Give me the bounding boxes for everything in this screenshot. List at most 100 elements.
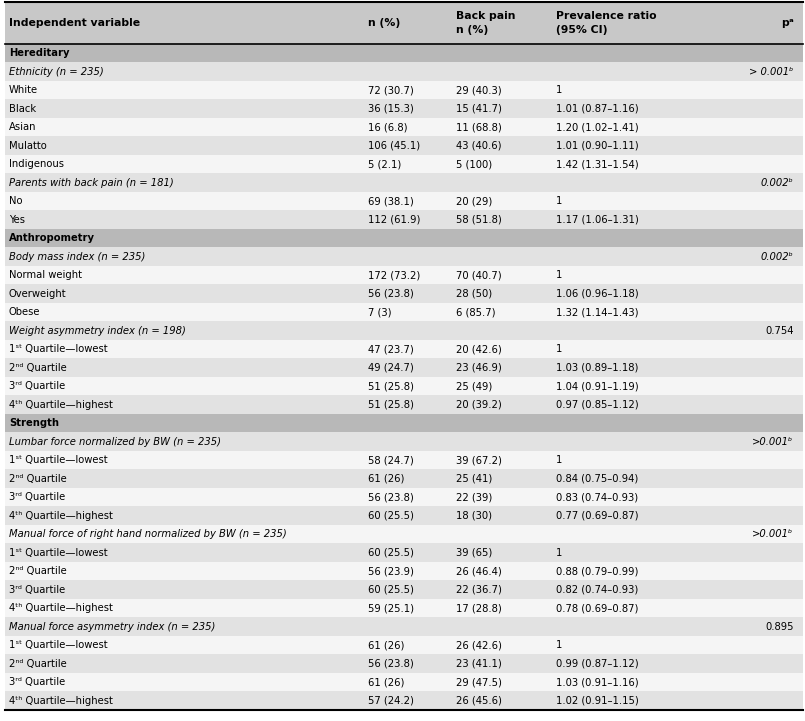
Text: Overweight: Overweight — [9, 288, 67, 298]
Text: n (%): n (%) — [368, 18, 400, 28]
Text: 1.03 (0.91–1.16): 1.03 (0.91–1.16) — [555, 677, 638, 687]
Bar — [5, 525, 803, 544]
Text: 4ᵗʰ Quartile—highest: 4ᵗʰ Quartile—highest — [9, 696, 113, 706]
Bar — [5, 617, 803, 636]
Text: 49 (24.7): 49 (24.7) — [368, 363, 414, 373]
Text: 4ᵗʰ Quartile—highest: 4ᵗʰ Quartile—highest — [9, 603, 113, 614]
Bar — [5, 396, 803, 414]
Text: Asian: Asian — [9, 123, 36, 132]
Text: 3ʳᵈ Quartile: 3ʳᵈ Quartile — [9, 677, 65, 687]
Text: 56 (23.8): 56 (23.8) — [368, 288, 414, 298]
Text: 47 (23.7): 47 (23.7) — [368, 344, 414, 354]
Text: 28 (50): 28 (50) — [456, 288, 492, 298]
Text: 0.88 (0.79–0.99): 0.88 (0.79–0.99) — [555, 566, 638, 576]
Bar — [5, 636, 803, 655]
Text: 2ⁿᵈ Quartile: 2ⁿᵈ Quartile — [9, 566, 67, 576]
Text: Ethnicity (n = 235): Ethnicity (n = 235) — [9, 67, 104, 76]
Text: 72 (30.7): 72 (30.7) — [368, 85, 414, 95]
Text: 1: 1 — [555, 344, 562, 354]
Text: 29 (47.5): 29 (47.5) — [456, 677, 502, 687]
Text: 22 (36.7): 22 (36.7) — [456, 585, 502, 595]
Text: Weight asymmetry index (n = 198): Weight asymmetry index (n = 198) — [9, 326, 186, 336]
Text: 60 (25.5): 60 (25.5) — [368, 510, 414, 521]
Text: 56 (23.8): 56 (23.8) — [368, 659, 414, 669]
Text: 1.17 (1.06–1.31): 1.17 (1.06–1.31) — [555, 215, 638, 225]
Text: 60 (25.5): 60 (25.5) — [368, 585, 414, 595]
Text: 36 (15.3): 36 (15.3) — [368, 104, 414, 114]
Text: 3ʳᵈ Quartile: 3ʳᵈ Quartile — [9, 381, 65, 392]
Text: 11 (68.8): 11 (68.8) — [456, 123, 502, 132]
Bar — [5, 655, 803, 673]
Text: Black: Black — [9, 104, 36, 114]
Text: 16 (6.8): 16 (6.8) — [368, 123, 407, 132]
Text: 0.77 (0.69–0.87): 0.77 (0.69–0.87) — [555, 510, 638, 521]
Text: 2ⁿᵈ Quartile: 2ⁿᵈ Quartile — [9, 474, 67, 484]
Text: 5 (2.1): 5 (2.1) — [368, 159, 402, 169]
Bar — [5, 506, 803, 525]
Text: 69 (38.1): 69 (38.1) — [368, 196, 414, 206]
Text: 25 (49): 25 (49) — [456, 381, 492, 392]
Text: 23 (46.9): 23 (46.9) — [456, 363, 502, 373]
Text: 1.06 (0.96–1.18): 1.06 (0.96–1.18) — [555, 288, 638, 298]
Bar — [5, 322, 803, 340]
Text: 51 (25.8): 51 (25.8) — [368, 381, 414, 392]
Bar — [5, 580, 803, 599]
Text: Independent variable: Independent variable — [9, 18, 140, 28]
Text: 22 (39): 22 (39) — [456, 492, 492, 503]
Text: 70 (40.7): 70 (40.7) — [456, 270, 502, 280]
Text: 0.78 (0.69–0.87): 0.78 (0.69–0.87) — [555, 603, 638, 614]
Text: 1: 1 — [555, 85, 562, 95]
Bar — [5, 81, 803, 99]
Text: 4ᵗʰ Quartile—highest: 4ᵗʰ Quartile—highest — [9, 399, 113, 410]
Text: 1ˢᵗ Quartile—lowest: 1ˢᵗ Quartile—lowest — [9, 640, 108, 650]
Text: 20 (29): 20 (29) — [456, 196, 492, 206]
Text: 5 (100): 5 (100) — [456, 159, 492, 169]
Text: 0.97 (0.85–1.12): 0.97 (0.85–1.12) — [555, 399, 638, 410]
Bar — [5, 174, 803, 192]
Text: Manual force of right hand normalized by BW (n = 235): Manual force of right hand normalized by… — [9, 529, 287, 539]
Bar — [5, 377, 803, 396]
Bar — [5, 247, 803, 266]
Text: 61 (26): 61 (26) — [368, 677, 404, 687]
Text: 61 (26): 61 (26) — [368, 640, 404, 650]
Text: 4ᵗʰ Quartile—highest: 4ᵗʰ Quartile—highest — [9, 510, 113, 521]
Text: 57 (24.2): 57 (24.2) — [368, 696, 414, 706]
Text: 61 (26): 61 (26) — [368, 474, 404, 484]
Text: Hereditary: Hereditary — [9, 48, 69, 58]
Text: No: No — [9, 196, 23, 206]
Text: 7 (3): 7 (3) — [368, 307, 391, 317]
Text: 1.42 (1.31–1.54): 1.42 (1.31–1.54) — [555, 159, 638, 169]
Text: 56 (23.8): 56 (23.8) — [368, 492, 414, 503]
Text: 0.82 (0.74–0.93): 0.82 (0.74–0.93) — [555, 585, 638, 595]
Text: 43 (40.6): 43 (40.6) — [456, 141, 502, 151]
Text: 1.04 (0.91–1.19): 1.04 (0.91–1.19) — [555, 381, 638, 392]
Bar — [5, 266, 803, 285]
Bar — [5, 469, 803, 488]
Text: 25 (41): 25 (41) — [456, 474, 492, 484]
Bar — [5, 285, 803, 303]
Text: > 0.001ᵇ: > 0.001ᵇ — [749, 67, 794, 76]
Text: Manual force asymmetry index (n = 235): Manual force asymmetry index (n = 235) — [9, 622, 216, 632]
Text: Prevalence ratio
(95% CI): Prevalence ratio (95% CI) — [555, 12, 656, 35]
Text: 2ⁿᵈ Quartile: 2ⁿᵈ Quartile — [9, 659, 67, 669]
Text: 1.01 (0.90–1.11): 1.01 (0.90–1.11) — [555, 141, 638, 151]
Text: Parents with back pain (n = 181): Parents with back pain (n = 181) — [9, 178, 174, 187]
Bar — [5, 44, 803, 63]
Bar — [5, 2, 803, 44]
Text: 26 (45.6): 26 (45.6) — [456, 696, 502, 706]
Text: 29 (40.3): 29 (40.3) — [456, 85, 502, 95]
Text: 0.002ᵇ: 0.002ᵇ — [761, 252, 794, 262]
Bar — [5, 340, 803, 358]
Text: 0.99 (0.87–1.12): 0.99 (0.87–1.12) — [555, 659, 638, 669]
Text: 0.002ᵇ: 0.002ᵇ — [761, 178, 794, 187]
Text: 0.754: 0.754 — [765, 326, 794, 336]
Text: 1ˢᵗ Quartile—lowest: 1ˢᵗ Quartile—lowest — [9, 344, 108, 354]
Text: 1: 1 — [555, 270, 562, 280]
Bar — [5, 451, 803, 469]
Text: Back pain
n (%): Back pain n (%) — [456, 12, 515, 35]
Text: 60 (25.5): 60 (25.5) — [368, 548, 414, 558]
Text: 18 (30): 18 (30) — [456, 510, 492, 521]
Bar — [5, 99, 803, 118]
Text: 3ʳᵈ Quartile: 3ʳᵈ Quartile — [9, 492, 65, 503]
Text: Body mass index (n = 235): Body mass index (n = 235) — [9, 252, 146, 262]
